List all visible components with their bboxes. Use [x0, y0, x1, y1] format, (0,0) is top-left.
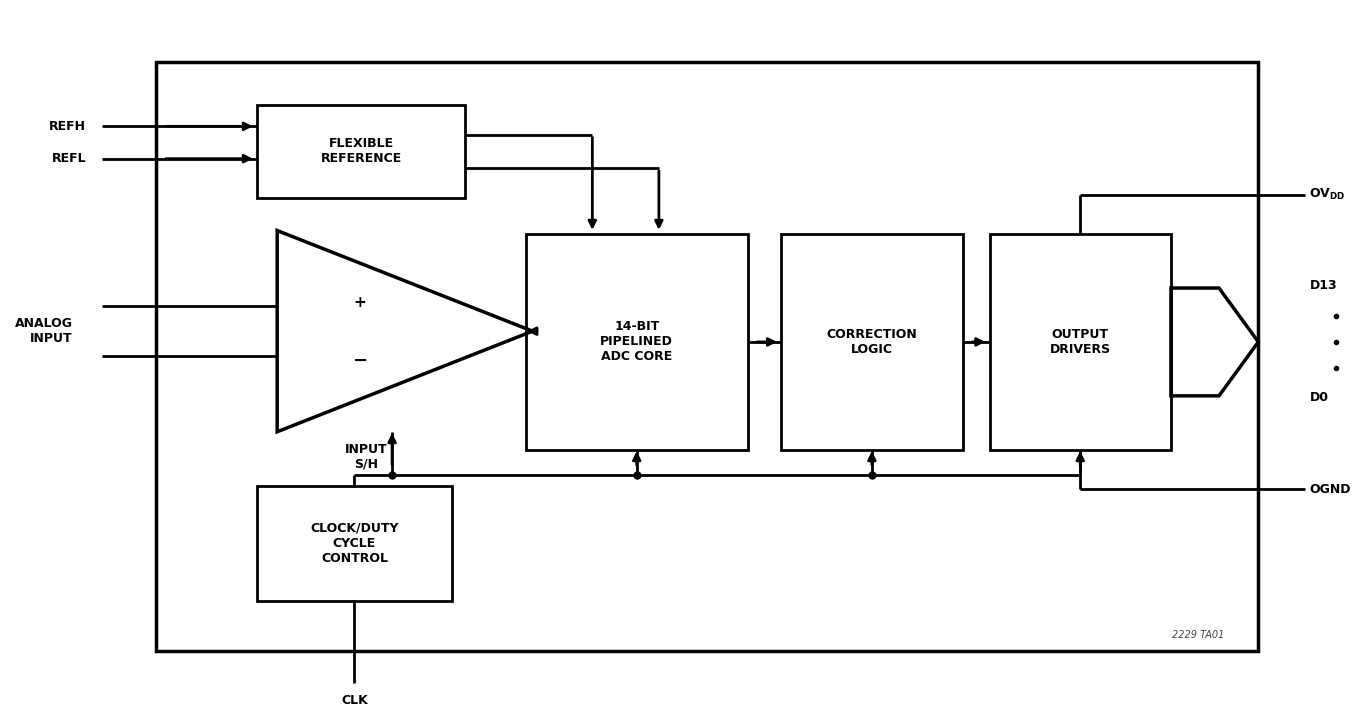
Text: FLEXIBLE
REFERENCE: FLEXIBLE REFERENCE — [321, 137, 401, 166]
Text: +: + — [353, 295, 367, 310]
Text: REFL: REFL — [52, 152, 86, 165]
Text: ANALOG
INPUT: ANALOG INPUT — [15, 317, 73, 345]
Text: OUTPUT
DRIVERS: OUTPUT DRIVERS — [1049, 328, 1111, 356]
Text: CLOCK/DUTY
CYCLE
CONTROL: CLOCK/DUTY CYCLE CONTROL — [310, 522, 399, 565]
Bar — [258, 486, 452, 601]
Bar — [156, 62, 1258, 651]
Text: D0: D0 — [1310, 392, 1329, 404]
Text: −: − — [352, 353, 367, 370]
Text: 14-BIT
PIPELINED
ADC CORE: 14-BIT PIPELINED ADC CORE — [600, 321, 673, 364]
Text: 2229 TA01: 2229 TA01 — [1173, 630, 1225, 640]
Text: CLK: CLK — [341, 694, 367, 707]
Text: INPUT
S/H: INPUT S/H — [345, 443, 388, 471]
Text: OGND: OGND — [1310, 483, 1351, 496]
Bar — [526, 234, 748, 450]
Text: REFH: REFH — [49, 120, 86, 133]
Bar — [781, 234, 963, 450]
Bar — [258, 105, 466, 198]
Text: CORRECTION
LOGIC: CORRECTION LOGIC — [826, 328, 918, 356]
Text: D13: D13 — [1310, 279, 1337, 292]
Text: OV$_{\mathregular{DD}}$: OV$_{\mathregular{DD}}$ — [1310, 187, 1345, 202]
Bar — [989, 234, 1171, 450]
